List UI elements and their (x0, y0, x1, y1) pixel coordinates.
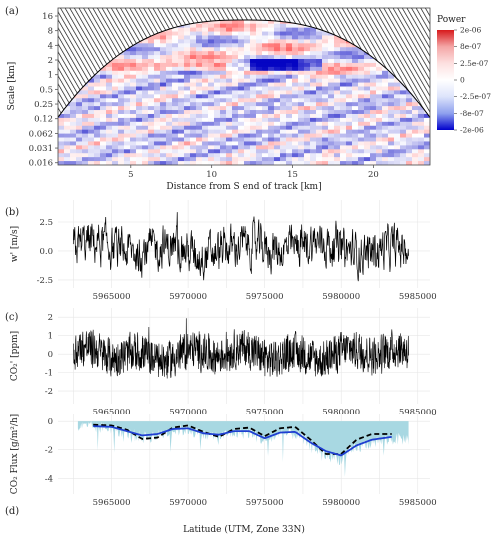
panel-c-background (58, 308, 430, 404)
y-tick-label: 0.016 (29, 159, 53, 169)
y-tick-label: 0.062 (29, 129, 53, 139)
heatmap-frame (57, 7, 431, 166)
x-tick-label: 5965000 (93, 498, 131, 508)
x-tick-label: 5975000 (246, 408, 284, 418)
legend-label: 2.5e-07 (460, 59, 489, 68)
w-prime-series (72, 212, 409, 282)
y-tick-label: 8 (48, 27, 53, 37)
y-tick-label: 2.5 (39, 218, 53, 228)
y-tick-label: -2 (45, 446, 53, 456)
panel-d: (d) -4-20 5965000 5970000 5975000 5980000 59… (5, 414, 437, 535)
panel-letter-b: (b) (5, 207, 19, 218)
y-tick-label: 0.25 (34, 100, 53, 110)
y-tick-label: 0.031 (29, 144, 53, 154)
legend-label: -2e-06 (460, 126, 484, 135)
y-tick-label: -1 (45, 369, 53, 379)
panel-a: (a) 16 8 4 2 1 0.5 0.25 0.12 0.062 0.031 0.016 5 10… (5, 6, 491, 192)
x-tick-label: 5980000 (322, 408, 360, 418)
legend-label: -8e-07 (460, 109, 484, 118)
panel-letter-d: (d) (5, 506, 19, 517)
panel-b: (b) -2.5 0.0 2.5 5965000 5970000 5975000 5980… (5, 200, 437, 302)
x-tick-label: 20 (368, 170, 379, 180)
x-tick-label: 5975000 (246, 292, 284, 302)
y-tick-label: 16 (42, 12, 53, 22)
co2-prime-series (73, 318, 409, 379)
legend-labels: 2e-06 8e-07 2.5e-07 0 -2.5e-07 -8e-07 -2e-06 (454, 26, 491, 135)
x-tick-label: 5985000 (399, 498, 437, 508)
panel-c: (c) -2 -1 0 1 2 5965000 5970000 5975000 5980000… (5, 308, 437, 418)
x-tick-label: 15 (287, 170, 298, 180)
panel-c-ylabel: CO₂' [ppm] (10, 331, 20, 381)
y-tick-label: -2 (45, 387, 53, 397)
y-tick-label: 0.12 (34, 115, 53, 125)
cone-of-influence-edge (57, 19, 431, 118)
panel-b-y-ticks: -2.5 0.0 2.5 (37, 218, 53, 286)
x-tick-label: 5985000 (399, 292, 437, 302)
legend-label: 2e-06 (460, 26, 482, 35)
x-tick-label: 10 (206, 170, 217, 180)
heatmap-x-ticks: 5 10 15 20 (128, 165, 379, 180)
panel-d-ylabel: CO₂ Flux [g/m²/h] (10, 414, 20, 494)
y-tick-label: 0 (48, 350, 53, 360)
x-tick-label: 5965000 (93, 292, 131, 302)
flux-area (77, 421, 409, 477)
flux-smooth-line (93, 425, 392, 457)
legend-label: 0 (460, 76, 465, 85)
x-tick-label: 5970000 (169, 498, 207, 508)
y-tick-label: 0 (48, 417, 53, 427)
x-tick-label: 5970000 (169, 292, 207, 302)
legend-label: 8e-07 (460, 42, 482, 51)
power-legend: Power 2e-06 8e-07 2.5e-07 0 -2.5e-07 -8e-07 -2… (437, 15, 491, 135)
panel-d-xlabel: Latitude (UTM, Zone 33N) (183, 524, 305, 535)
panel-b-ylabel: w' [m/s] (10, 226, 20, 262)
panel-letter-c: (c) (5, 312, 19, 323)
heatmap-ylabel: Scale [km] (7, 62, 17, 111)
x-tick-label: 5980000 (322, 292, 360, 302)
x-tick-label: 5 (128, 170, 133, 180)
panel-d-x-ticks: 5965000 5970000 5975000 5980000 5985000 (93, 498, 437, 508)
legend-title: Power (437, 15, 466, 25)
panel-b-x-ticks: 5965000 5970000 5975000 5980000 5985000 (93, 292, 437, 302)
panel-c-y-ticks: -2 -1 0 1 2 (45, 313, 53, 397)
panel-c-x-ticks: 5965000 5970000 5975000 5980000 5985000 (93, 408, 437, 418)
legend-colorbar (437, 30, 454, 130)
x-tick-label: 5970000 (169, 408, 207, 418)
heatmap-y-ticks: 16 8 4 2 1 0.5 0.25 0.12 0.062 0.031 0.016 (29, 12, 58, 169)
y-tick-label: 4 (48, 41, 53, 51)
flux-dashed-line (93, 423, 392, 455)
y-tick-label: 2 (48, 56, 53, 66)
y-tick-label: 1 (48, 71, 53, 81)
heatmap-xlabel: Distance from S end of track [km] (166, 182, 321, 192)
panel-b-grid (58, 200, 430, 288)
panel-d-y-ticks: -4 -2 0 (45, 417, 53, 484)
x-tick-label: 5975000 (246, 498, 284, 508)
x-tick-label: 5985000 (399, 408, 437, 418)
y-tick-label: 2 (48, 313, 53, 323)
y-tick-label: 1 (48, 332, 53, 342)
panel-letter-a: (a) (5, 6, 19, 17)
y-tick-label: -2.5 (37, 276, 53, 286)
legend-label: -2.5e-07 (460, 92, 491, 101)
x-tick-label: 5980000 (322, 498, 360, 508)
x-tick-label: 5965000 (93, 408, 131, 418)
y-tick-label: 0.0 (39, 247, 53, 257)
y-tick-label: 0.5 (39, 85, 53, 95)
cone-of-influence (58, 8, 430, 118)
y-tick-label: -4 (45, 474, 53, 484)
